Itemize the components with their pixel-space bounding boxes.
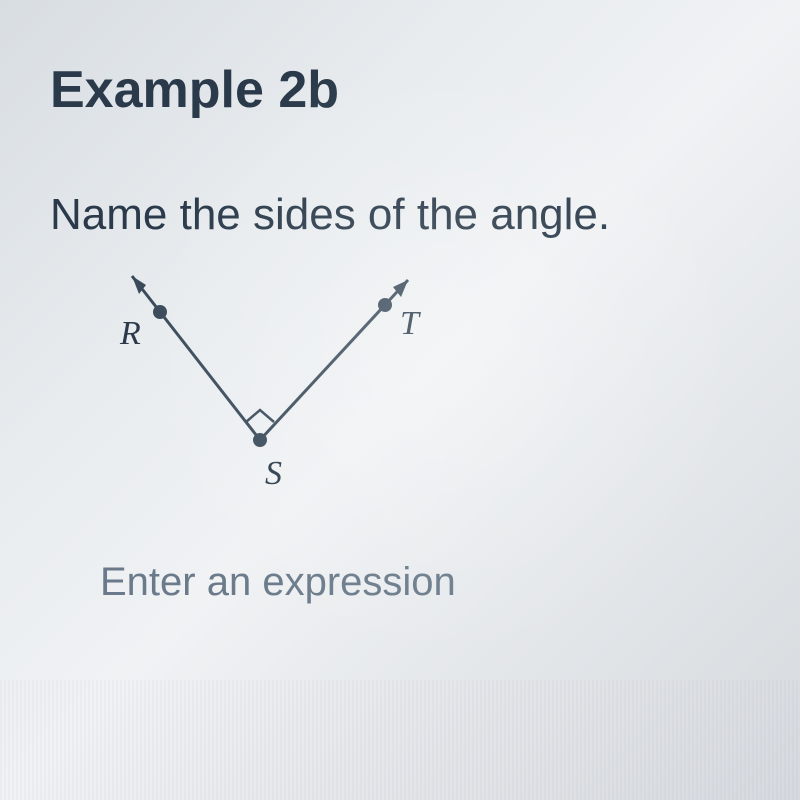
angle-diagram: R T S [90, 270, 490, 510]
answer-input-placeholder[interactable]: Enter an expression [100, 560, 750, 605]
label-t: T [400, 305, 419, 343]
moire-pattern [0, 680, 800, 800]
ray-sr [132, 276, 260, 440]
content-area: Example 2b Name the sides of the angle. [0, 0, 800, 665]
right-angle-marker [246, 410, 274, 422]
label-s: S [265, 455, 282, 493]
diagram-svg [90, 270, 490, 510]
point-r [153, 305, 167, 319]
example-title: Example 2b [50, 60, 750, 120]
label-r: R [120, 315, 141, 353]
point-t [378, 298, 392, 312]
instruction-text: Name the sides of the angle. [50, 190, 750, 240]
point-s [253, 433, 267, 447]
